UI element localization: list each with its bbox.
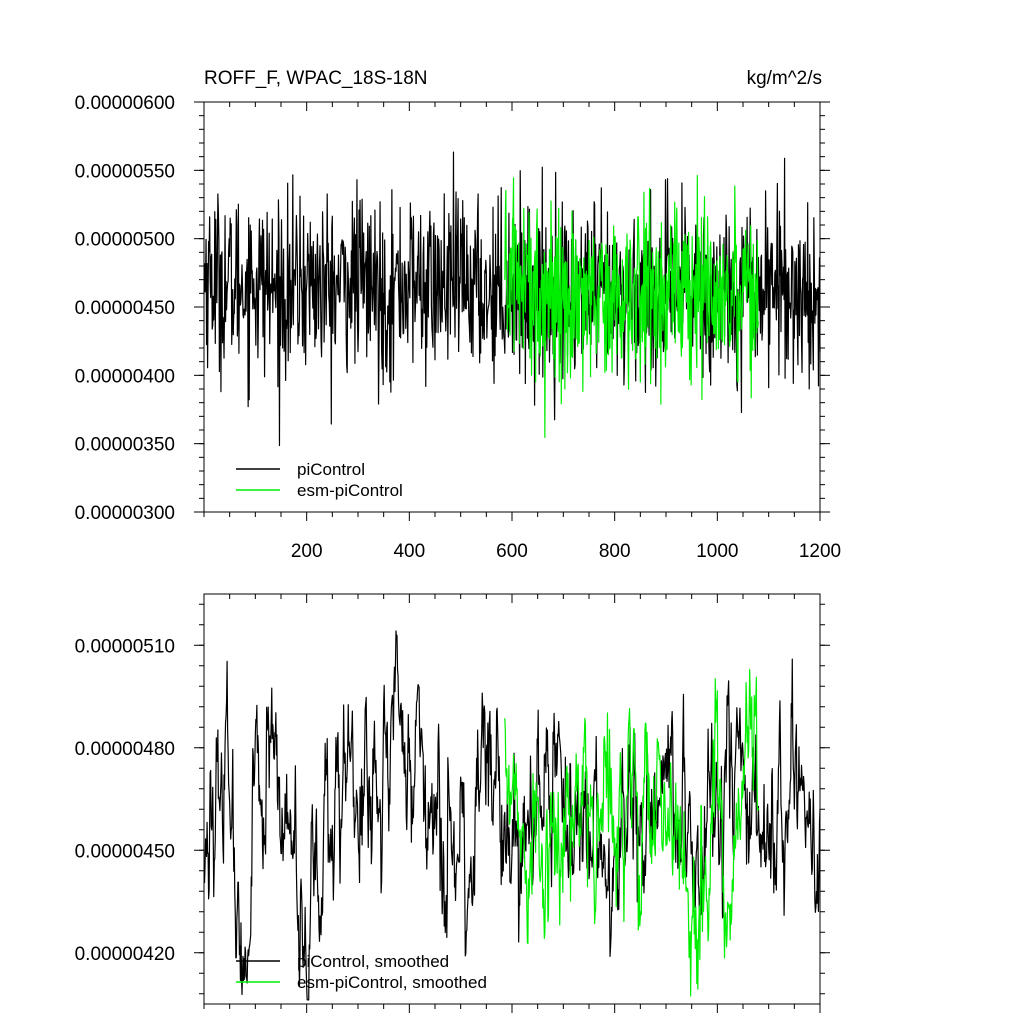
top-x-tick-label: 400 xyxy=(393,541,425,562)
top-y-tick-label: 0.00000350 xyxy=(75,435,175,456)
bottom-y-tick-label: 0.00000450 xyxy=(75,841,175,862)
bottom-y-tick-label: 0.00000480 xyxy=(75,739,175,760)
top-y-tick-label: 0.00000400 xyxy=(75,366,175,387)
top-plot-frame xyxy=(203,101,821,513)
bottom-panel: 0.00000420 0.00000450 0.00000480 0.00000510… xyxy=(75,593,830,1013)
legend-label-picontrol: piControl xyxy=(297,460,365,479)
legend-label-esm-picontrol: esm-piControl xyxy=(297,481,403,500)
top-series-group xyxy=(203,151,821,447)
bottom-series-picontrol xyxy=(203,630,821,1001)
top-chart-units: kg/m^2/s xyxy=(747,68,822,89)
top-chart-title: ROFF_F, WPAC_18S-18N xyxy=(204,68,427,89)
top-y-tick-label: 0.00000450 xyxy=(75,298,175,319)
legend-label-esm-picontrol-smoothed: esm-piControl, smoothed xyxy=(297,973,487,992)
top-legend: piControl esm-piControl xyxy=(236,460,403,500)
bottom-legend: piControl, smoothed esm-piControl, smoot… xyxy=(236,952,487,992)
top-y-tick-label: 0.00000550 xyxy=(75,161,175,182)
bottom-series-group xyxy=(203,630,821,1001)
bottom-y-tick-label: 0.00000420 xyxy=(75,944,175,965)
top-x-tick-label: 600 xyxy=(496,541,528,562)
bottom-y-tick-label: 0.00000510 xyxy=(75,636,175,657)
top-ticks: 200 400 600 800 1000 1200 0.00000300 0.00000350… xyxy=(75,93,842,562)
top-y-tick-label: 0.00000600 xyxy=(75,93,175,114)
top-x-tick-label: 200 xyxy=(291,541,323,562)
bottom-plot-frame xyxy=(203,593,821,1005)
bottom-ticks: 0.00000420 0.00000450 0.00000480 0.00000510 xyxy=(75,594,830,1013)
top-x-tick-label: 1000 xyxy=(696,541,738,562)
top-y-tick-label: 0.00000300 xyxy=(75,503,175,524)
top-x-tick-label: 1200 xyxy=(799,541,841,562)
top-x-tick-label: 800 xyxy=(599,541,631,562)
top-panel: ROFF_F, WPAC_18S-18N kg/m^2/s 200 400 600 8… xyxy=(75,68,842,562)
bottom-series-esm-picontrol xyxy=(504,669,759,997)
top-y-tick-label: 0.00000500 xyxy=(75,230,175,251)
legend-label-picontrol-smoothed: piControl, smoothed xyxy=(297,952,449,971)
top-series-esm-picontrol xyxy=(504,175,759,438)
